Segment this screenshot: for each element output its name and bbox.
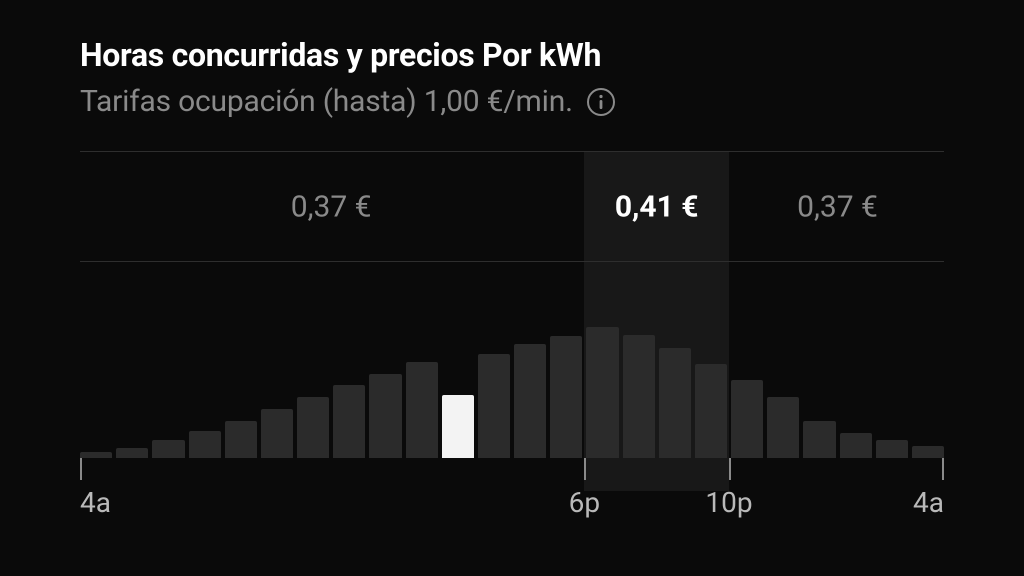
axis-tick-label: 6p — [569, 486, 600, 519]
subtitle-row: Tarifas ocupación (hasta) 1,00 €/min. — [80, 84, 944, 119]
hour-bar[interactable] — [840, 433, 872, 458]
hour-bar[interactable] — [514, 344, 546, 458]
hour-bar[interactable] — [406, 362, 438, 458]
hour-bar[interactable] — [369, 374, 401, 458]
price-label: 0,37 € — [291, 189, 372, 224]
hour-bar[interactable] — [550, 336, 582, 458]
hour-bar[interactable] — [767, 397, 799, 458]
axis-tick — [729, 458, 731, 480]
hour-bar[interactable] — [912, 446, 944, 458]
hour-bar[interactable] — [803, 421, 835, 458]
hour-bar[interactable] — [695, 364, 727, 458]
price-hours-chart: 0,37 €0,41 €0,37 € 4a6p10p4a — [80, 151, 944, 491]
hour-bar[interactable] — [297, 397, 329, 458]
axis-tick — [584, 458, 586, 480]
price-label-highlight: 0,41 € — [615, 189, 699, 224]
hour-bar[interactable] — [478, 354, 510, 458]
axis-tick — [80, 458, 82, 480]
axis-tick-label: 10p — [705, 486, 752, 519]
price-label: 0,37 € — [797, 189, 878, 224]
hour-bar[interactable] — [876, 440, 908, 458]
hour-bar[interactable] — [261, 409, 293, 458]
bars-region — [80, 262, 944, 458]
occupation-rate-subtitle: Tarifas ocupación (hasta) 1,00 €/min. — [80, 84, 573, 119]
hour-bar[interactable] — [623, 335, 655, 458]
hour-bar[interactable] — [116, 448, 148, 458]
info-icon[interactable] — [587, 88, 615, 116]
x-axis: 4a 6p 10p 4a — [80, 458, 944, 528]
price-band-row: 0,37 € 0,41 € 0,37 € — [80, 152, 944, 262]
hour-bar[interactable] — [333, 385, 365, 458]
axis-tick — [942, 458, 944, 480]
hour-bar[interactable] — [442, 395, 474, 458]
page-title: Horas concurridas y precios Por kWh — [80, 36, 944, 74]
hour-bar[interactable] — [225, 421, 257, 458]
hour-bar[interactable] — [152, 440, 184, 458]
axis-tick-label: 4a — [913, 486, 944, 519]
hour-bar[interactable] — [659, 348, 691, 458]
hour-bar[interactable] — [731, 380, 763, 458]
axis-tick-label: 4a — [80, 486, 111, 519]
hour-bar[interactable] — [189, 431, 221, 458]
hour-bar[interactable] — [586, 327, 618, 458]
hour-bars — [80, 262, 944, 458]
